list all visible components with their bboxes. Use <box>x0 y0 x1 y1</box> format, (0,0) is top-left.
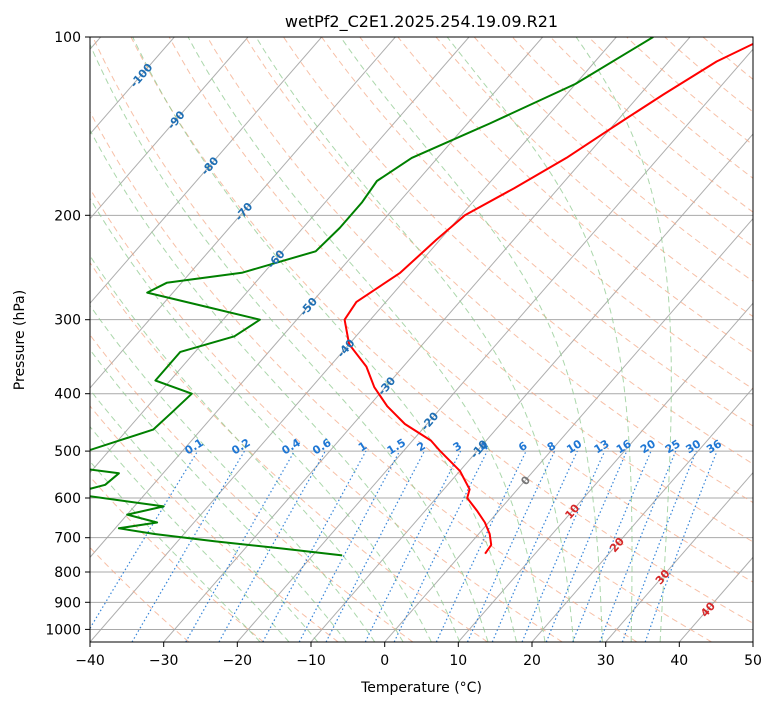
dry-adiabat-line <box>168 37 753 583</box>
isotherm-line <box>531 387 753 642</box>
background-lines <box>90 37 753 642</box>
isotherm-line <box>90 37 249 220</box>
dry-adiabat-line <box>435 37 753 318</box>
isotherm-line <box>236 48 753 642</box>
x-tick-label: 40 <box>670 653 688 669</box>
dewpoint-series-line <box>90 37 654 557</box>
dry-adiabat-line <box>90 261 488 642</box>
mixing-ratio-line <box>90 450 199 630</box>
isotherm-line <box>163 37 691 642</box>
y-tick-label: 700 <box>54 531 81 547</box>
mixing-ratio-line <box>599 450 677 642</box>
moist-adiabat-line <box>255 37 575 642</box>
mixing-ratio-line <box>218 450 326 642</box>
moist-adiabat-line <box>90 388 319 642</box>
x-tick-label: −40 <box>75 653 105 669</box>
moist-adiabat-line <box>90 197 432 642</box>
y-tick-label: 900 <box>54 595 81 611</box>
mixing-ratio-line <box>364 450 462 642</box>
y-tick-label: 600 <box>54 491 81 507</box>
dry-adiabat-line <box>90 476 264 642</box>
x-tick-label: 0 <box>380 653 389 669</box>
dry-adiabat-line <box>90 405 339 642</box>
y-axis-label: Pressure (hPa) <box>12 290 28 390</box>
plot-frame <box>89 36 754 643</box>
dry-adiabat-line <box>90 334 414 642</box>
dry-adiabat-line <box>90 546 190 642</box>
x-tick-label: 10 <box>449 653 467 669</box>
dry-adiabat-line <box>90 187 563 642</box>
y-tick-label: 500 <box>54 444 81 460</box>
moist-adiabat-line <box>446 37 633 642</box>
moist-adiabat-line <box>575 37 672 642</box>
isotherm-line <box>90 37 396 389</box>
mixing-ratio-line <box>644 450 718 642</box>
chart-title: wetPf2_C2E1.2025.254.19.09.R21 <box>285 12 558 32</box>
x-tick-label: 30 <box>597 653 615 669</box>
isotherm-line <box>90 37 617 642</box>
x-tick-label: 20 <box>523 653 541 669</box>
isotherm-line <box>90 37 470 474</box>
y-tick-label: 800 <box>54 565 81 581</box>
temperature-series-line <box>343 42 753 555</box>
x-tick-label: −20 <box>223 653 253 669</box>
moist-adiabat-line <box>90 425 290 642</box>
mixing-ratio-line <box>545 450 628 642</box>
dry-adiabat-line <box>130 37 753 624</box>
isotherm-line <box>605 471 753 642</box>
mixing-ratio-line <box>262 450 367 642</box>
mixing-ratio-line <box>491 450 578 642</box>
mixing-ratio-line <box>621 450 697 642</box>
moist-adiabat-line <box>90 129 461 642</box>
x-axis-ticks: −40 −30 −20 −10 0 10 20 30 40 50 <box>75 642 762 669</box>
y-tick-label: 100 <box>54 30 81 46</box>
isotherm-line <box>384 217 753 642</box>
mixing-ratio-line <box>572 450 652 642</box>
moist-adiabat-line <box>90 304 376 642</box>
mixing-ratio-line <box>521 450 606 642</box>
dry-adiabat-line <box>206 37 753 543</box>
series-layer <box>90 37 753 557</box>
dry-adiabat-line <box>244 37 753 504</box>
moist-adiabat-line <box>90 348 347 642</box>
moist-adiabat-line <box>340 37 603 642</box>
y-tick-label: 400 <box>54 387 81 403</box>
y-axis-ticks: 100 200 300 400 500 600 700 800 900 1000 <box>45 30 90 638</box>
isotherm-line <box>457 302 753 642</box>
y-tick-label: 200 <box>54 208 81 224</box>
x-axis-label: Temperature (°C) <box>360 680 482 696</box>
y-tick-label: 1000 <box>45 622 81 638</box>
isotherm-line <box>90 37 323 305</box>
x-tick-label: 50 <box>744 653 762 669</box>
x-tick-label: −30 <box>149 653 179 669</box>
dry-adiabat-line <box>397 37 753 354</box>
moist-adiabat-line <box>90 460 261 642</box>
y-tick-label: 300 <box>54 313 81 329</box>
moist-adiabat-line <box>132 37 517 642</box>
x-tick-label: −10 <box>296 653 326 669</box>
dry-adiabat-line <box>92 37 712 642</box>
mixing-ratio-line <box>298 450 401 642</box>
moist-adiabat-line <box>187 37 546 642</box>
moist-adiabat-line <box>90 43 489 642</box>
